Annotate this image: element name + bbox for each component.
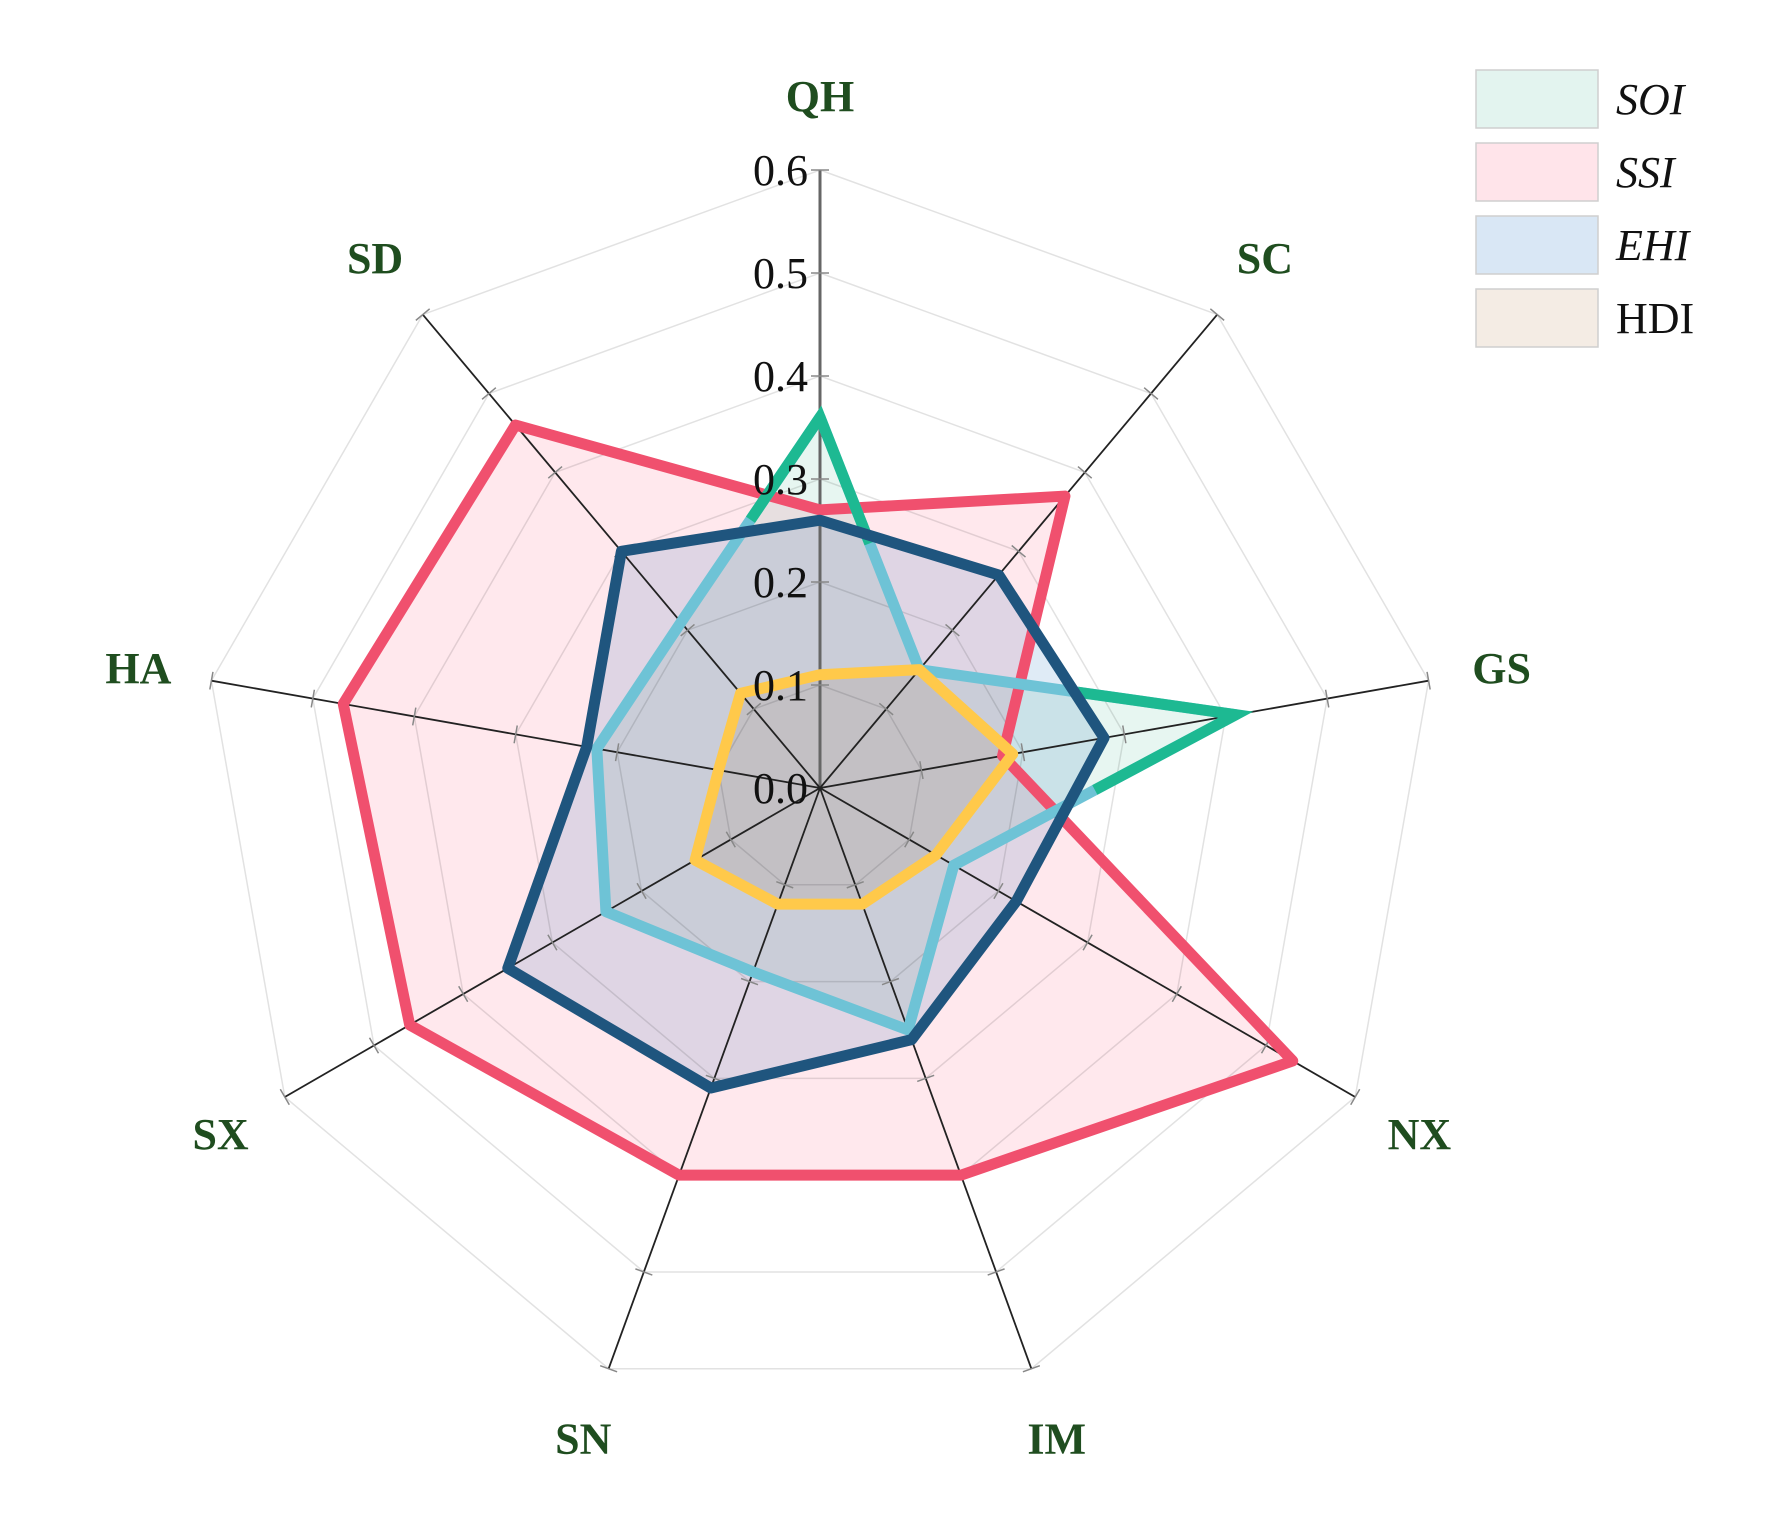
axis-tick-sc-6 (1209, 308, 1225, 321)
grid-ring-5 (312, 272, 1328, 1273)
axis-tick-sn-6 (599, 1364, 618, 1373)
axis-tick-im-3 (916, 1074, 935, 1083)
axis-tick-sc-5 (1143, 387, 1159, 400)
axis-tick-sc-1 (878, 702, 894, 716)
axis-tick-sx-2 (636, 882, 647, 900)
category-labels: QH SC GS NX IM SN SX HA SD (105, 72, 1531, 1464)
axis-tick-gs-1 (919, 761, 924, 780)
tick-label-1: 0.1 (753, 661, 808, 710)
axis-tick-ha-4 (411, 707, 417, 726)
axis-tick-gs-2 (1020, 743, 1026, 762)
axis-tick-gs-6 (1426, 671, 1431, 690)
series-line-hdi (689, 664, 1019, 910)
axis-tick-ha-3 (513, 725, 518, 744)
series-peak-soi-gs (1076, 686, 1254, 795)
axis-tick-sx-6 (279, 1088, 290, 1106)
axis-tick-ha-2 (614, 743, 620, 762)
legend-label-hdi: HDI (1616, 294, 1694, 343)
category-label-sc: SC (1237, 234, 1293, 283)
axis-tick-sc-3 (1011, 544, 1026, 558)
axis-tick-ha-5 (310, 689, 316, 708)
legend-label-soi: SOI (1616, 75, 1687, 124)
axis-tick-sn-5 (635, 1268, 653, 1276)
axis-tick-sc-4 (1077, 466, 1093, 479)
legend-swatch-ssi (1475, 142, 1599, 202)
axis-tick-im-6 (1022, 1364, 1041, 1373)
series-peak-soi-qh (745, 405, 875, 546)
axis-tick-sx-3 (547, 934, 558, 951)
axis-tick-ha-6 (209, 671, 214, 690)
category-label-sd: SD (347, 234, 403, 283)
axis-tick-sd-6 (415, 308, 431, 321)
legend-swatch-ehi (1475, 215, 1599, 275)
axis-tick-sd-5 (481, 387, 497, 400)
axis-tick-im-1 (846, 881, 864, 889)
axis-tick-sn-1 (776, 881, 794, 889)
category-label-qh: QH (786, 72, 854, 121)
axis-tick-nx-6 (1350, 1088, 1361, 1106)
legend-swatch-soi (1475, 69, 1599, 129)
category-label-nx: NX (1388, 1110, 1452, 1159)
axis-tick-sx-4 (458, 985, 469, 1003)
tick-label-0: 0.0 (753, 764, 808, 813)
legend-swatch-hdi (1475, 288, 1599, 348)
series-lines (337, 405, 1299, 1181)
axis-tick-sc-2 (945, 623, 960, 637)
category-label-gs: GS (1472, 644, 1531, 693)
tick-label-4: 0.4 (753, 352, 808, 401)
series-fill-hdi (695, 669, 1013, 905)
series-line-ehi (502, 514, 1110, 1094)
tick-label-2: 0.2 (753, 558, 808, 607)
axis-tick-sd-2 (680, 623, 695, 637)
axis-tick-sn-2 (740, 977, 759, 986)
axis-tick-sx-5 (368, 1037, 380, 1054)
axis-tick-nx-1 (904, 831, 915, 848)
category-label-sn: SN (555, 1414, 611, 1463)
axis-tick-im-5 (987, 1268, 1005, 1276)
axis-tick-sd-1 (746, 702, 762, 716)
category-label-sx: SX (192, 1110, 248, 1159)
axis-tick-gs-3 (1122, 725, 1127, 744)
legend: SOI SSI EHI HDI (1475, 69, 1694, 348)
tick-label-5: 0.5 (753, 249, 808, 298)
tick-label-6: 0.6 (753, 146, 808, 195)
axis-tick-sd-4 (547, 466, 563, 479)
axis-tick-nx-3 (1082, 934, 1093, 951)
tick-label-3: 0.3 (753, 455, 808, 504)
legend-label-ehi: EHI (1615, 221, 1692, 270)
tick-labels: 0.0 0.1 0.2 0.3 0.4 0.5 0.6 (753, 146, 808, 813)
axis-tick-gs-5 (1324, 689, 1330, 708)
legend-label-ssi: SSI (1616, 148, 1677, 197)
axis-tick-nx-2 (993, 882, 1004, 900)
axis-tick-sx-1 (725, 831, 736, 848)
axis-tick-nx-4 (1171, 985, 1182, 1003)
category-label-ha: HA (105, 644, 171, 693)
axis-tick-im-2 (881, 977, 900, 986)
category-label-im: IM (1027, 1414, 1086, 1463)
grid-ring-6 (210, 169, 1430, 1370)
